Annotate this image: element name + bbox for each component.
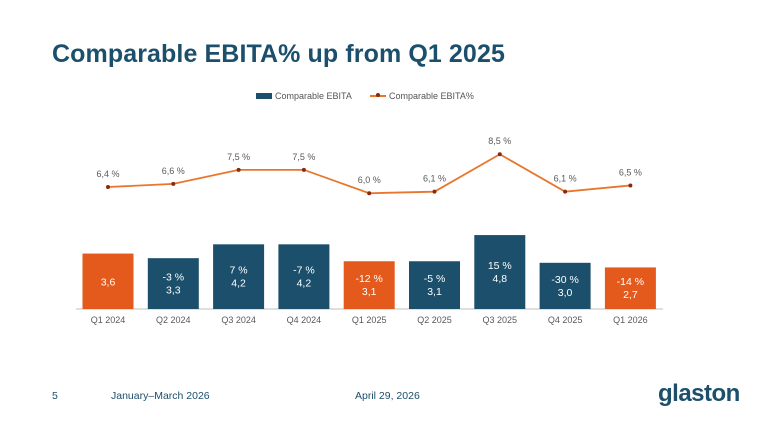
x-tick-label-6: Q3 2025 — [483, 315, 518, 325]
legend-bar-label: Comparable EBITA — [275, 91, 352, 101]
chart-legend: Comparable EBITA Comparable EBITA% — [0, 88, 768, 104]
legend-line-swatch — [370, 93, 386, 97]
line-label-7: 6,1 % — [554, 174, 577, 184]
legend-bar-swatch — [256, 93, 272, 99]
bar-value-label-3: 4,2 — [297, 278, 312, 290]
bar-1 — [147, 258, 199, 309]
line-point-1 — [171, 181, 176, 186]
bar-value-label-6: 4,8 — [492, 273, 507, 285]
page-number: 5 — [52, 390, 58, 402]
x-tick-label-4: Q1 2025 — [352, 315, 387, 325]
line-point-7 — [563, 189, 568, 194]
bar-value-label-7: 3,0 — [558, 287, 573, 299]
slide-title: Comparable EBITA% up from Q1 2025 — [52, 40, 505, 68]
bar-change-label-4: -12 % — [355, 273, 382, 285]
line-label-1: 6,6 % — [162, 166, 185, 176]
bar-change-label-2: 7 % — [230, 265, 248, 277]
legend-item-bar: Comparable EBITA — [256, 88, 352, 104]
report-date: April 29, 2026 — [355, 390, 420, 402]
bar-change-label-5: -5 % — [424, 273, 446, 285]
bar-2 — [213, 244, 265, 309]
ebita-pct-line — [107, 153, 631, 195]
line-label-4: 6,0 % — [358, 175, 381, 185]
line-label-5: 6,1 % — [423, 174, 446, 184]
line-point-8 — [628, 183, 633, 188]
bar-value-label-8: 2,7 — [623, 289, 638, 301]
line-point-2 — [236, 167, 241, 172]
line-label-8: 6,5 % — [619, 167, 642, 177]
x-tick-label-7: Q4 2025 — [548, 315, 583, 325]
x-tick-label-1: Q2 2024 — [156, 315, 191, 325]
line-label-6: 8,5 % — [488, 136, 511, 146]
bar-change-label-8: -14 % — [617, 276, 644, 288]
bar-change-label-7: -30 % — [551, 274, 578, 286]
bar-change-label-6: 15 % — [488, 260, 512, 272]
line-point-4 — [367, 191, 372, 196]
bar-4 — [343, 261, 395, 309]
glaston-logo: glaston — [658, 380, 740, 407]
bar-change-label-1: -3 % — [163, 272, 185, 284]
legend-line-label: Comparable EBITA% — [389, 91, 474, 101]
report-period: January–March 2026 — [111, 390, 210, 402]
bar-value-label-2: 4,2 — [231, 278, 246, 290]
bar-3 — [278, 244, 330, 309]
x-tick-label-3: Q4 2024 — [287, 315, 322, 325]
bar-6 — [474, 235, 526, 309]
line-point-3 — [301, 167, 306, 172]
line-label-3: 7,5 % — [292, 152, 315, 162]
bar-8 — [604, 267, 656, 309]
line-point-5 — [432, 189, 437, 194]
line-point-0 — [106, 185, 110, 189]
x-tick-label-2: Q3 2024 — [221, 315, 256, 325]
bar-0 — [82, 253, 134, 309]
bar-value-label-0: 3,6 — [101, 276, 116, 288]
bar-value-label-4: 3,1 — [362, 286, 377, 298]
x-tick-label-5: Q2 2025 — [417, 315, 452, 325]
bar-value-label-5: 3,1 — [427, 286, 442, 298]
bar-5 — [409, 261, 460, 309]
legend-item-line: Comparable EBITA% — [370, 88, 474, 104]
bar-7 — [539, 262, 591, 309]
bar-change-label-3: -7 % — [293, 265, 315, 277]
line-label-0: 6,4 % — [96, 169, 119, 179]
line-label-2: 7,5 % — [227, 152, 250, 162]
x-tick-label-0: Q1 2024 — [91, 315, 126, 325]
line-point-6 — [497, 152, 502, 157]
bar-value-label-1: 3,3 — [166, 285, 181, 297]
x-tick-label-8: Q1 2026 — [613, 315, 648, 325]
